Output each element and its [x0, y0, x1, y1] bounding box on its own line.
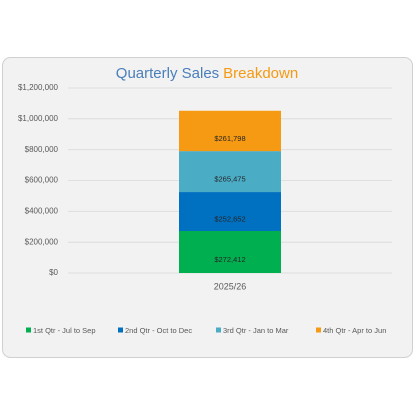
legend-swatch [118, 327, 123, 333]
title-part: Breakdown [223, 65, 298, 82]
legend-swatch [316, 327, 321, 333]
bar-segment [179, 151, 281, 193]
x-tick-label: 2025/26 [214, 281, 247, 291]
y-tick-label: $200,000 [25, 237, 59, 246]
bar-segment [179, 110, 281, 152]
y-tick-label: $400,000 [25, 206, 59, 215]
legend-label: 3rd Qtr - Jan to Mar [223, 326, 289, 335]
y-tick-label: $600,000 [25, 176, 59, 185]
title-part: Quarterly Sales [116, 65, 219, 82]
value-label: $272,412 [214, 255, 245, 264]
chart-title: Quarterly Sales Breakdown [116, 65, 298, 82]
y-tick-label: $1,200,000 [18, 83, 59, 92]
legend-label: 4th Qtr - Apr to Jun [323, 326, 386, 335]
legend-swatch [216, 327, 221, 333]
legend-label: 2nd Qtr - Oct to Dec [125, 326, 192, 335]
value-label: $261,798 [214, 134, 245, 143]
y-tick-label: $1,000,000 [18, 114, 59, 123]
value-label: $265,475 [214, 175, 245, 184]
bar-segment [179, 192, 281, 232]
legend-label: 1st Qtr - Jul to Sep [33, 326, 96, 335]
y-tick-label: $800,000 [25, 145, 59, 154]
y-tick-label: $0 [49, 268, 58, 277]
bar-segment [179, 231, 281, 273]
legend-swatch [26, 327, 31, 333]
value-label: $252,652 [214, 215, 245, 224]
